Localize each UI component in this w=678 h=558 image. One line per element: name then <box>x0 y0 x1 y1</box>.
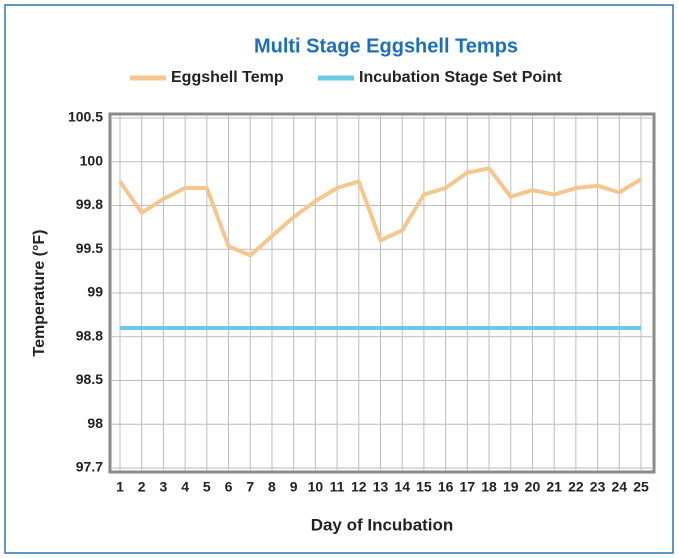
y-tick-label: 99.5 <box>76 240 103 256</box>
x-tick-label: 17 <box>460 479 476 495</box>
x-tick-label: 18 <box>481 479 497 495</box>
x-tick-label: 6 <box>225 479 233 495</box>
x-tick-label: 14 <box>394 479 410 495</box>
y-tick-label: 98.8 <box>76 327 103 343</box>
x-tick-label: 10 <box>308 479 324 495</box>
y-tick-label: 99.8 <box>76 196 103 212</box>
x-tick-label: 20 <box>525 479 541 495</box>
x-axis-label: Day of Incubation <box>311 515 454 534</box>
legend-label: Eggshell Temp <box>171 69 284 86</box>
x-tick-label: 16 <box>438 479 454 495</box>
x-tick-label: 5 <box>203 479 211 495</box>
chart-title: Multi Stage Eggshell Temps <box>254 35 518 57</box>
y-tick-label: 98.5 <box>76 371 103 387</box>
x-tick-label: 22 <box>568 479 584 495</box>
x-tick-label: 8 <box>268 479 276 495</box>
x-tick-label: 1 <box>116 479 124 495</box>
y-axis-label: Temperature (°F) <box>31 229 48 356</box>
x-tick-label: 19 <box>503 479 519 495</box>
x-tick-label: 7 <box>246 479 254 495</box>
y-tick-label: 100.5 <box>68 109 103 125</box>
x-tick-label: 2 <box>138 479 146 495</box>
x-tick-label: 12 <box>351 479 367 495</box>
x-tick-label: 13 <box>373 479 389 495</box>
y-tick-label: 97.7 <box>76 459 103 475</box>
x-tick-label: 9 <box>290 479 298 495</box>
x-tick-label: 25 <box>633 479 649 495</box>
x-tick-label: 15 <box>416 479 432 495</box>
x-tick-label: 3 <box>160 479 168 495</box>
y-tick-label: 99 <box>87 284 103 300</box>
x-tick-label: 4 <box>181 479 189 495</box>
y-tick-label: 100 <box>80 152 104 168</box>
series-line <box>118 166 643 258</box>
x-tick-label: 11 <box>330 479 345 495</box>
y-tick-label: 98 <box>87 415 103 431</box>
legend-label: Incubation Stage Set Point <box>359 69 562 86</box>
x-tick-label: 21 <box>546 479 562 495</box>
x-tick-label: 23 <box>590 479 606 495</box>
x-tick-label: 24 <box>612 479 628 495</box>
